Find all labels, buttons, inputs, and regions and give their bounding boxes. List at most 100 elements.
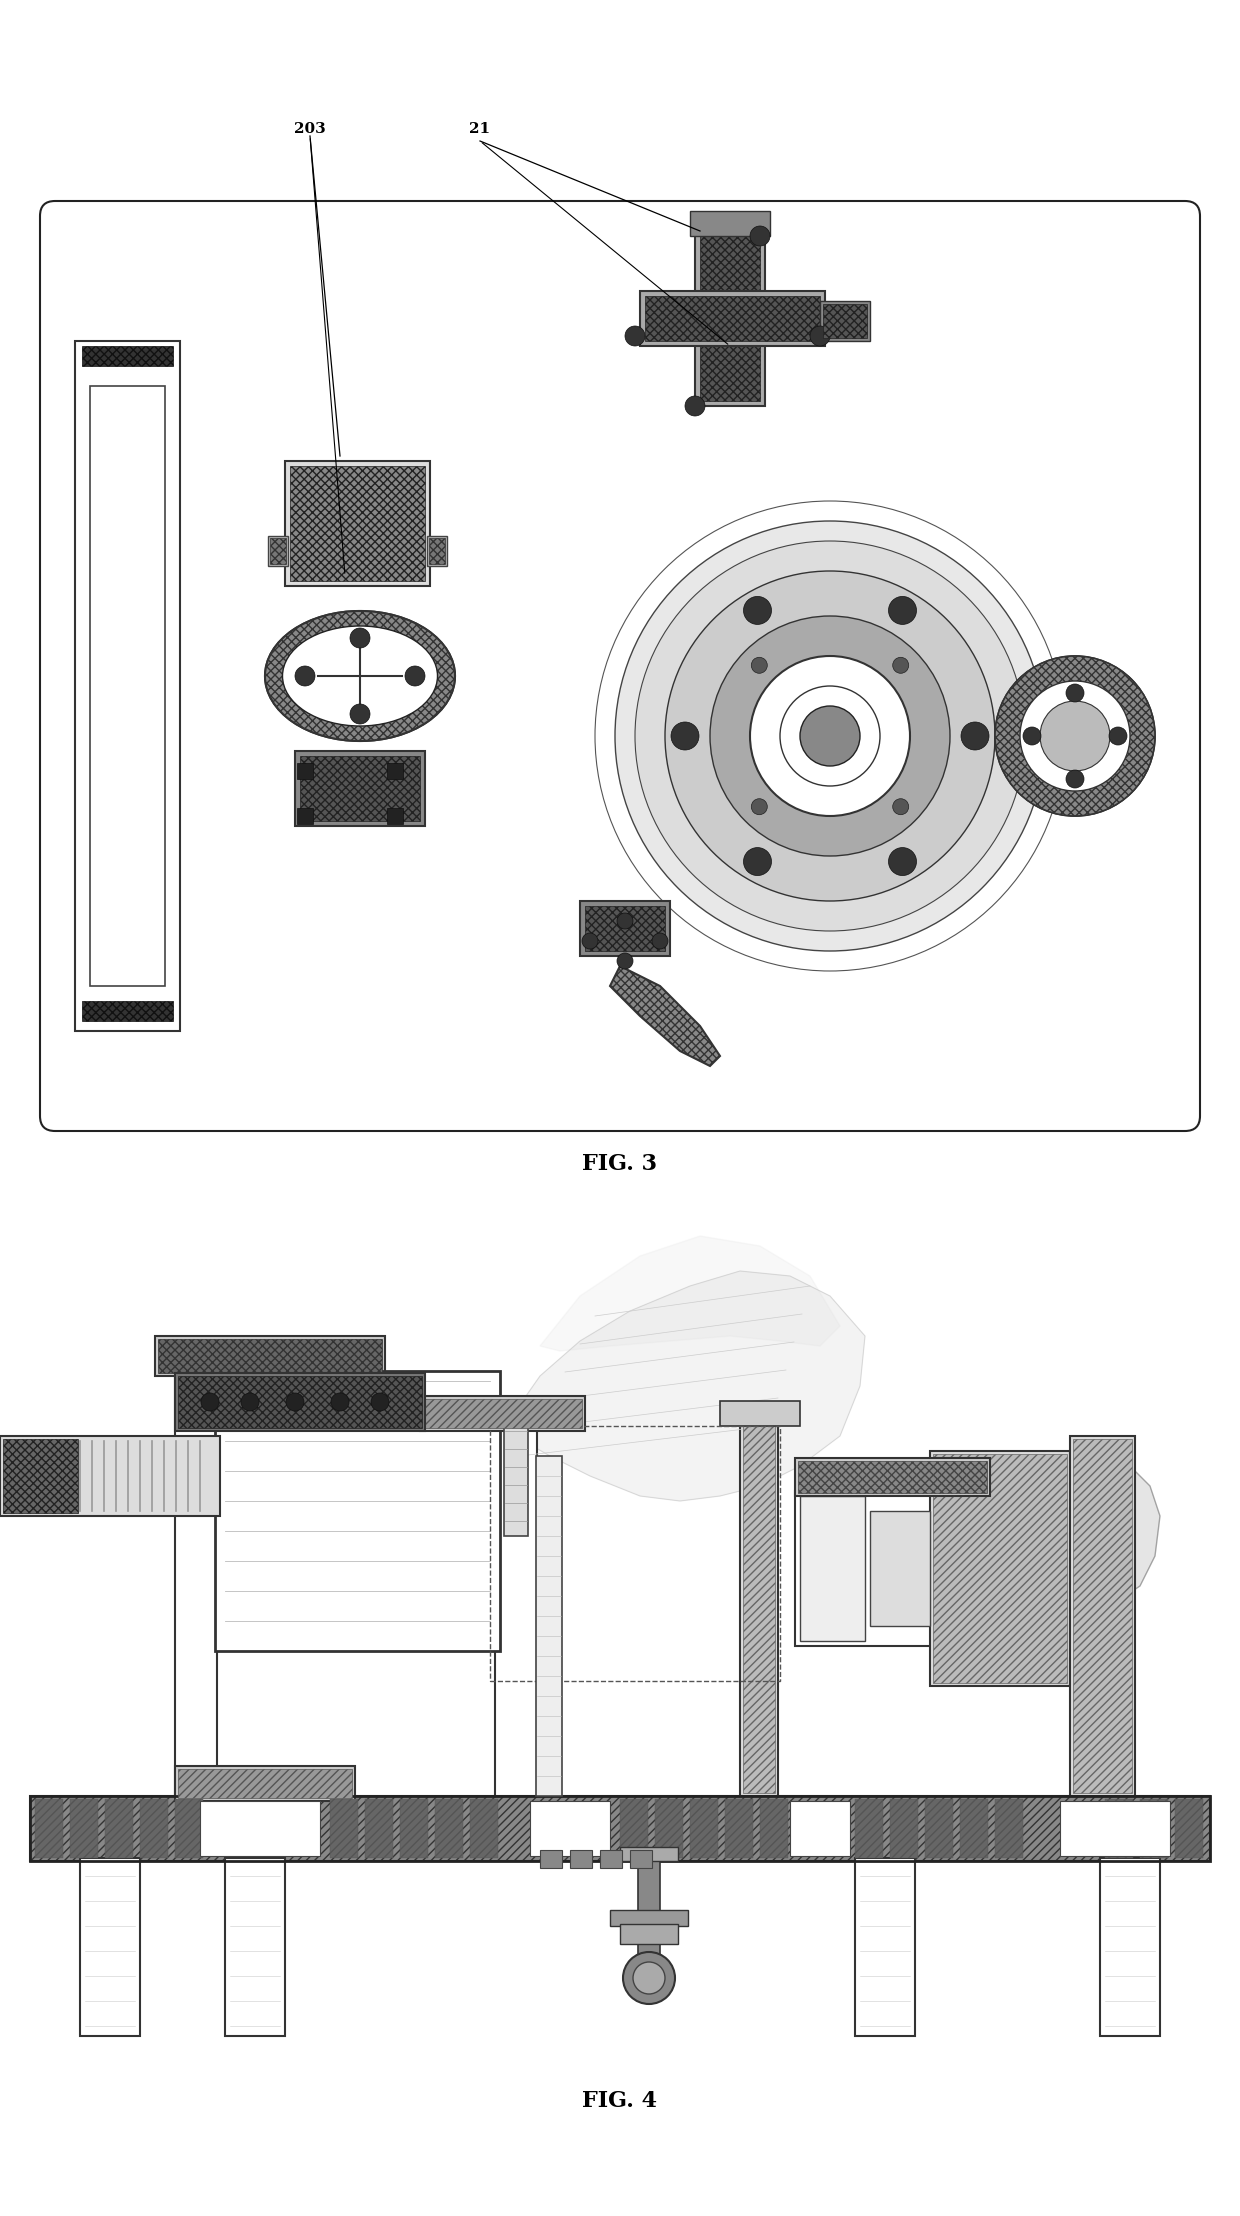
Bar xyxy=(470,1799,498,1857)
Bar xyxy=(856,1857,915,2037)
Circle shape xyxy=(810,326,830,346)
Bar xyxy=(420,1396,585,1432)
Bar xyxy=(330,1799,358,1857)
Circle shape xyxy=(286,1394,304,1412)
Bar xyxy=(536,1456,562,1795)
Bar xyxy=(932,1454,1066,1682)
Bar xyxy=(620,1846,678,1861)
Bar xyxy=(35,1799,63,1857)
Circle shape xyxy=(350,705,370,725)
Circle shape xyxy=(889,596,916,625)
Bar xyxy=(960,1799,988,1857)
Circle shape xyxy=(744,596,771,625)
Bar xyxy=(820,301,870,341)
Ellipse shape xyxy=(265,612,455,740)
Circle shape xyxy=(582,933,598,948)
Polygon shape xyxy=(539,1237,839,1352)
Bar xyxy=(689,211,770,235)
Bar xyxy=(423,1398,582,1427)
Bar xyxy=(82,1002,174,1022)
Circle shape xyxy=(750,656,910,815)
Bar xyxy=(1060,1802,1171,1857)
Bar xyxy=(200,1802,320,1857)
Circle shape xyxy=(652,933,668,948)
Circle shape xyxy=(751,658,768,674)
Bar xyxy=(570,1850,591,1868)
Circle shape xyxy=(711,616,950,855)
Bar xyxy=(743,1425,775,1793)
Bar xyxy=(105,1799,133,1857)
Bar xyxy=(179,1376,422,1427)
Bar xyxy=(175,1766,355,1802)
Circle shape xyxy=(665,572,994,902)
Bar xyxy=(503,1427,528,1536)
Bar xyxy=(435,1799,463,1857)
Bar xyxy=(856,1799,883,1857)
Text: FIG. 3: FIG. 3 xyxy=(583,1152,657,1174)
Bar xyxy=(529,1802,610,1857)
Bar xyxy=(930,1451,1070,1686)
Bar xyxy=(0,1436,219,1516)
Bar xyxy=(215,1372,500,1651)
Bar xyxy=(630,1850,652,1868)
Circle shape xyxy=(1066,769,1084,789)
Bar xyxy=(270,538,286,565)
Bar xyxy=(655,1799,683,1857)
Circle shape xyxy=(618,953,632,968)
Bar xyxy=(760,1799,787,1857)
Text: FIG. 4: FIG. 4 xyxy=(583,2090,657,2112)
Circle shape xyxy=(1021,680,1130,791)
Bar xyxy=(620,1799,649,1857)
Bar xyxy=(800,1496,866,1642)
Bar xyxy=(285,461,430,585)
Circle shape xyxy=(632,1961,665,1994)
Bar xyxy=(600,1850,622,1868)
Bar xyxy=(1100,1857,1159,2037)
Bar xyxy=(179,1768,352,1797)
Circle shape xyxy=(1023,727,1042,745)
Circle shape xyxy=(635,541,1025,931)
Circle shape xyxy=(751,798,768,815)
Bar xyxy=(1073,1438,1132,1793)
Bar xyxy=(640,290,825,346)
Bar xyxy=(82,346,174,366)
Circle shape xyxy=(1066,685,1084,702)
Ellipse shape xyxy=(283,625,438,727)
Circle shape xyxy=(295,667,315,687)
Circle shape xyxy=(780,687,880,787)
Circle shape xyxy=(744,847,771,875)
Bar xyxy=(870,1511,930,1627)
Polygon shape xyxy=(610,966,720,1066)
Bar xyxy=(925,1799,954,1857)
Bar xyxy=(1105,1799,1133,1857)
Bar xyxy=(175,1365,217,1795)
Bar xyxy=(69,1799,98,1857)
Bar xyxy=(427,536,446,565)
Bar xyxy=(1013,674,1137,798)
Circle shape xyxy=(405,667,425,687)
Circle shape xyxy=(615,521,1045,951)
Polygon shape xyxy=(1070,1447,1159,1615)
Bar xyxy=(175,1374,425,1432)
Bar xyxy=(175,1799,203,1857)
Bar xyxy=(823,304,867,339)
Circle shape xyxy=(1109,727,1127,745)
Circle shape xyxy=(893,798,909,815)
Bar xyxy=(495,1427,537,1795)
Bar xyxy=(725,1799,753,1857)
Bar xyxy=(689,1799,718,1857)
Bar xyxy=(140,1799,167,1857)
Circle shape xyxy=(625,326,645,346)
Bar xyxy=(610,1910,688,1926)
Bar xyxy=(539,1850,562,1868)
Bar xyxy=(994,1799,1023,1857)
Bar xyxy=(401,1799,428,1857)
Circle shape xyxy=(371,1394,389,1412)
Circle shape xyxy=(350,627,370,647)
Bar xyxy=(701,235,760,401)
Bar xyxy=(157,1338,382,1374)
Bar xyxy=(585,906,665,951)
Bar xyxy=(720,1401,800,1427)
Bar xyxy=(91,386,165,986)
Bar xyxy=(387,762,403,780)
